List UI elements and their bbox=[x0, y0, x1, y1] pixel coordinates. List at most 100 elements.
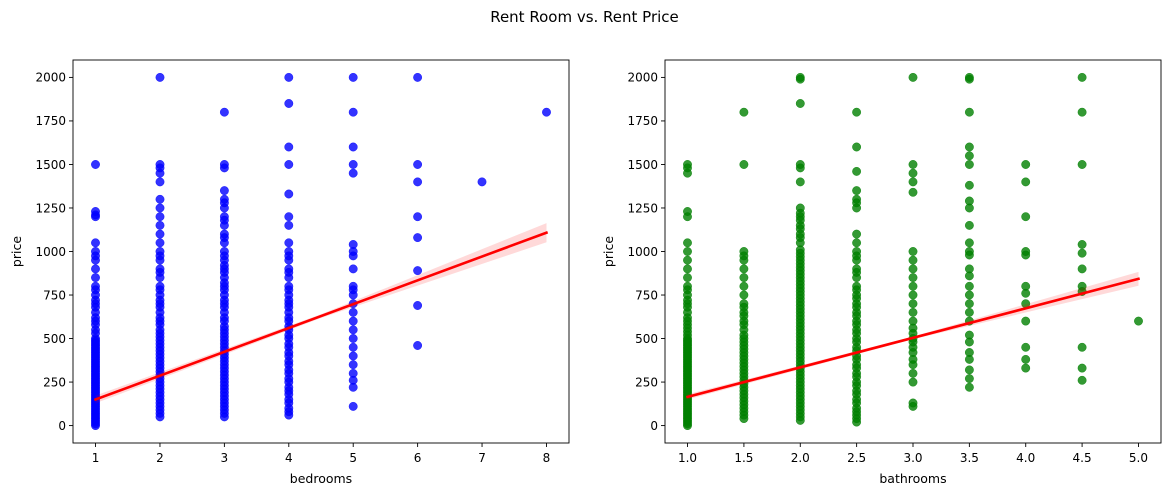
data-point bbox=[348, 401, 358, 411]
data-point bbox=[795, 72, 805, 82]
y-tick-label: 1250 bbox=[627, 201, 658, 215]
y-tick-label: 1000 bbox=[35, 245, 66, 259]
data-point bbox=[852, 238, 862, 248]
data-point bbox=[1021, 316, 1031, 326]
data-point bbox=[91, 247, 100, 256]
data-point bbox=[852, 186, 862, 196]
y-tick-label: 2000 bbox=[627, 71, 658, 85]
data-point bbox=[219, 229, 229, 239]
x-axis-label: bathrooms bbox=[879, 471, 946, 486]
data-point bbox=[155, 72, 165, 82]
data-point bbox=[1077, 363, 1087, 373]
data-point bbox=[348, 240, 358, 249]
data-point bbox=[219, 160, 229, 169]
data-point bbox=[1077, 248, 1087, 258]
data-point bbox=[908, 307, 918, 317]
data-point bbox=[1077, 107, 1087, 117]
data-point bbox=[348, 316, 358, 326]
data-point bbox=[284, 189, 294, 199]
y-tick-label: 750 bbox=[635, 288, 658, 302]
data-point bbox=[908, 273, 918, 283]
data-point bbox=[155, 229, 165, 239]
data-point bbox=[1021, 177, 1031, 187]
data-point bbox=[964, 220, 974, 230]
data-point bbox=[1077, 160, 1087, 169]
y-tick-label: 500 bbox=[635, 332, 658, 346]
data-point bbox=[908, 160, 918, 169]
data-point bbox=[348, 351, 358, 361]
data-point bbox=[284, 281, 294, 291]
x-axis: 1 2 3 4 5 6 7 8 bbox=[92, 443, 551, 465]
data-point bbox=[1077, 240, 1087, 249]
x-tick-label: 4 bbox=[285, 451, 293, 465]
data-point bbox=[908, 377, 918, 387]
y-tick-label: 250 bbox=[635, 375, 658, 389]
data-point bbox=[413, 301, 423, 310]
data-point bbox=[348, 368, 358, 378]
data-point bbox=[964, 247, 974, 256]
data-point bbox=[1077, 342, 1087, 352]
data-point bbox=[852, 264, 862, 274]
data-point bbox=[683, 160, 692, 169]
data-point bbox=[964, 196, 974, 206]
data-point bbox=[348, 360, 358, 370]
data-point bbox=[413, 160, 423, 169]
x-tick-label: 3 bbox=[221, 451, 229, 465]
data-point bbox=[683, 273, 692, 283]
data-point bbox=[91, 273, 100, 283]
data-point bbox=[155, 238, 165, 248]
regression-line bbox=[93, 231, 549, 402]
data-point bbox=[155, 212, 165, 222]
data-point bbox=[908, 281, 918, 291]
data-point bbox=[683, 247, 692, 256]
x-tick-label: 5.0 bbox=[1129, 451, 1148, 465]
data-point bbox=[908, 255, 918, 265]
data-point bbox=[91, 207, 100, 216]
y-axis: 0 250 500 750 1000 1250 1500 1750 2000 bbox=[35, 71, 73, 433]
data-point bbox=[964, 72, 974, 82]
data-point bbox=[348, 307, 358, 317]
data-point bbox=[964, 107, 974, 117]
data-point bbox=[908, 168, 918, 178]
data-point bbox=[795, 203, 805, 213]
data-point bbox=[795, 160, 805, 169]
data-point bbox=[284, 212, 294, 222]
data-point bbox=[348, 160, 358, 169]
y-tick-label: 0 bbox=[58, 419, 66, 433]
data-point bbox=[91, 238, 100, 248]
data-point bbox=[683, 281, 692, 291]
data-point bbox=[348, 168, 358, 178]
x-tick-label: 4.5 bbox=[1073, 451, 1092, 465]
data-point bbox=[1077, 264, 1087, 274]
data-point bbox=[908, 247, 918, 256]
data-point bbox=[852, 229, 862, 239]
x-tick-label: 3.0 bbox=[903, 451, 922, 465]
data-point bbox=[219, 247, 229, 256]
data-point bbox=[852, 107, 862, 117]
data-point bbox=[413, 233, 423, 243]
data-point bbox=[964, 299, 974, 309]
data-point bbox=[964, 330, 974, 340]
data-point bbox=[964, 281, 974, 291]
data-point bbox=[1134, 316, 1143, 326]
data-point bbox=[348, 334, 358, 343]
data-point bbox=[852, 247, 862, 256]
data-point bbox=[964, 382, 974, 392]
data-point bbox=[413, 266, 423, 276]
data-point bbox=[908, 299, 918, 309]
data-point bbox=[908, 368, 918, 378]
x-tick-label: 8 bbox=[543, 451, 551, 465]
data-point bbox=[348, 107, 358, 117]
x-tick-label: 1.0 bbox=[678, 451, 697, 465]
data-point bbox=[964, 238, 974, 248]
scatter-points bbox=[683, 72, 1143, 431]
data-point bbox=[908, 290, 918, 300]
data-point bbox=[155, 203, 165, 213]
data-point bbox=[964, 374, 974, 384]
y-tick-label: 1500 bbox=[627, 158, 658, 172]
data-point bbox=[1021, 160, 1031, 169]
data-point bbox=[964, 142, 974, 152]
